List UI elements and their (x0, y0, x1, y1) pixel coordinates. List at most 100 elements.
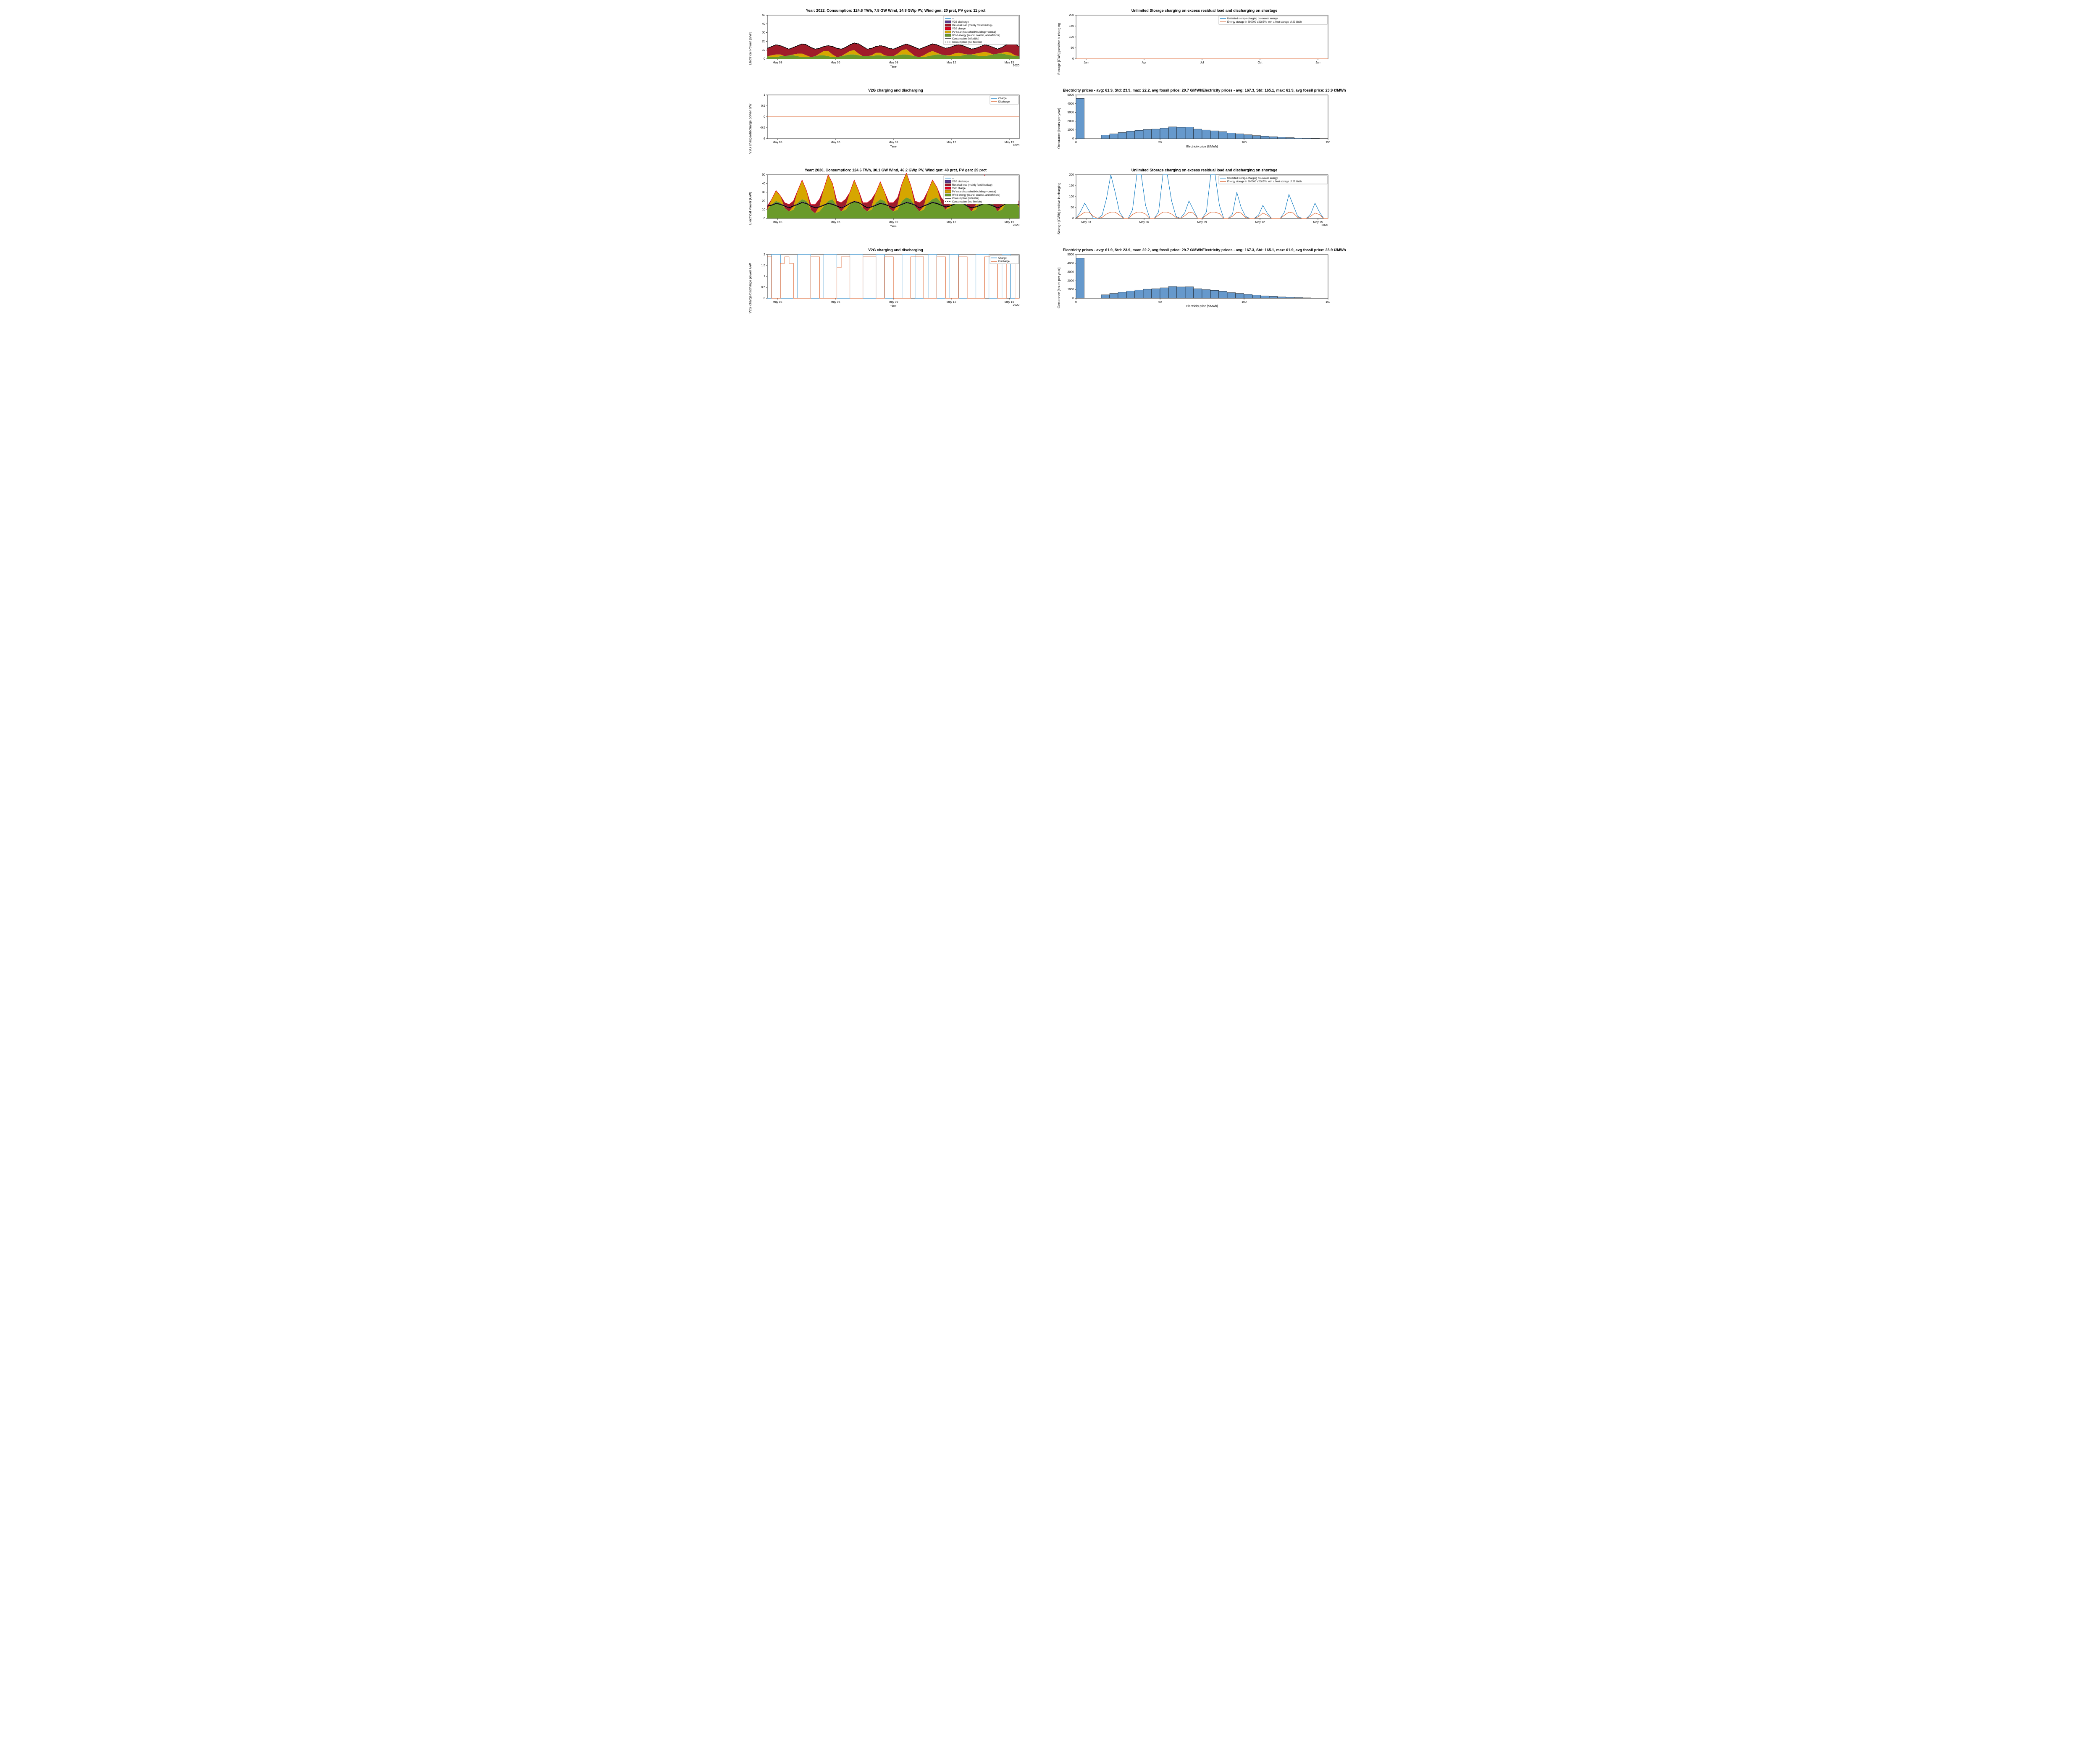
panel-2030-stacked: Year: 2030, Consumption: 124.6 TWh, 30.1… (748, 168, 1044, 244)
svg-text:May 06: May 06 (831, 141, 840, 144)
plot-area: 00.511.52May 03May 06May 09May 12May 15T… (752, 253, 1021, 308)
svg-text:May 12: May 12 (947, 61, 956, 64)
svg-text:4000: 4000 (1067, 262, 1074, 265)
svg-text:100: 100 (1069, 36, 1074, 39)
svg-text:0: 0 (1072, 217, 1074, 220)
svg-text:PV solar (household+buildings+: PV solar (household+buildings+central) (952, 31, 996, 34)
svg-text:Consumption (inflexible): Consumption (inflexible) (952, 38, 979, 40)
svg-text:20: 20 (762, 200, 765, 202)
svg-text:May 15: May 15 (1005, 61, 1014, 64)
chart-title: Year: 2030, Consumption: 124.6 TWh, 30.1… (748, 168, 1044, 172)
svg-text:150: 150 (1326, 141, 1330, 144)
svg-text:0: 0 (1072, 297, 1074, 300)
svg-text:Discharge: Discharge (998, 101, 1010, 103)
panel-price-hist-top: Electricity prices - avg: 61.9, Std: 23.… (1056, 88, 1352, 164)
svg-text:May 09: May 09 (889, 61, 898, 64)
plot-area: 010002000300040005000050100150Electricit… (1061, 93, 1330, 148)
svg-text:50: 50 (1071, 206, 1074, 209)
svg-text:May 15: May 15 (1005, 221, 1014, 224)
svg-text:Time: Time (890, 305, 896, 308)
svg-text:Time: Time (890, 66, 896, 68)
y-axis-label: Storage [GWh] positive is charging (1056, 13, 1061, 84)
svg-text:1000: 1000 (1067, 288, 1074, 291)
svg-text:20: 20 (762, 40, 765, 43)
svg-text:Consumption (incl flexible): Consumption (incl flexible) (952, 201, 982, 203)
svg-text:V2G discharge: V2G discharge (952, 181, 969, 183)
svg-text:10: 10 (762, 49, 765, 52)
svg-text:Energy storage in 880000 V2G E: Energy storage in 880000 V2G EVs with a … (1227, 181, 1302, 183)
svg-text:2000: 2000 (1067, 120, 1074, 123)
svg-text:May 12: May 12 (1255, 221, 1265, 224)
svg-text:May 15: May 15 (1005, 141, 1014, 144)
svg-text:2020: 2020 (1013, 224, 1019, 227)
svg-text:May 06: May 06 (831, 61, 840, 64)
svg-text:-0.5: -0.5 (760, 126, 765, 129)
svg-text:100: 100 (1069, 195, 1074, 198)
svg-text:5000: 5000 (1067, 253, 1074, 256)
chart-title: Unlimited Storage charging on excess res… (1056, 8, 1352, 13)
plot-area: 01020304050May 03May 06May 09May 12May 1… (752, 173, 1021, 228)
svg-text:40: 40 (762, 23, 765, 26)
chart-title: Electricity prices - avg: 61.9, Std: 23.… (1056, 88, 1352, 92)
svg-text:0: 0 (1075, 301, 1077, 304)
svg-text:Wind energy (inland, coastal,: Wind energy (inland, coastal, and offsho… (952, 194, 1000, 197)
svg-text:May 09: May 09 (1197, 221, 1207, 224)
svg-text:Charge: Charge (998, 257, 1007, 260)
svg-text:50: 50 (1071, 47, 1074, 50)
plot-area: 050100150200May 03May 06May 09May 12May … (1061, 173, 1330, 228)
panel-v2g-flat: V2G charging and dischargingV2G charge/d… (748, 88, 1044, 164)
plot-area: 010002000300040005000050100150Electricit… (1061, 253, 1330, 308)
svg-text:1: 1 (764, 275, 765, 278)
svg-text:50: 50 (1158, 141, 1162, 144)
panel-price-hist-bottom: Electricity prices - avg: 61.9, Std: 23.… (1056, 248, 1352, 323)
svg-text:May 09: May 09 (889, 301, 898, 304)
svg-text:May 09: May 09 (889, 141, 898, 144)
svg-text:Electricity price [€/MWh]: Electricity price [€/MWh] (1186, 305, 1218, 308)
svg-text:50: 50 (762, 173, 765, 176)
svg-text:Jul: Jul (1200, 61, 1204, 64)
plot-area: 01020304050May 03May 06May 09May 12May 1… (752, 13, 1021, 68)
svg-text:May 03: May 03 (773, 61, 782, 64)
svg-text:V2G discharge: V2G discharge (952, 21, 969, 24)
svg-text:May 15: May 15 (1005, 301, 1014, 304)
svg-text:3000: 3000 (1067, 271, 1074, 274)
plot-area: -1-0.500.51May 03May 06May 09May 12May 1… (752, 93, 1021, 148)
svg-text:150: 150 (1069, 25, 1074, 28)
y-axis-label: Storage [GWh] positive is charging (1056, 173, 1061, 244)
svg-text:0: 0 (1072, 58, 1074, 60)
svg-text:Consumption (incl flexible): Consumption (incl flexible) (952, 41, 982, 44)
y-axis-label: Occurance [hours per year] (1056, 253, 1061, 323)
svg-text:--: -- (952, 177, 954, 180)
panel-storage-flat: Unlimited Storage charging on excess res… (1056, 8, 1352, 84)
svg-text:2000: 2000 (1067, 279, 1074, 282)
svg-text:0: 0 (1072, 137, 1074, 140)
y-axis-label: Electrical Power [GW] (748, 173, 752, 244)
svg-text:2020: 2020 (1013, 304, 1019, 307)
panel-2022-stacked: Year: 2022, Consumption: 124.6 TWh, 7.8 … (748, 8, 1044, 84)
svg-text:May 03: May 03 (1082, 221, 1091, 224)
svg-text:3000: 3000 (1067, 111, 1074, 114)
svg-text:Time: Time (890, 145, 896, 148)
svg-text:Electricity price [€/MWh]: Electricity price [€/MWh] (1186, 145, 1218, 148)
svg-text:30: 30 (762, 32, 765, 34)
svg-text:Residual load (mainly fossil b: Residual load (mainly fossil backup) (952, 24, 992, 27)
svg-text:Oct: Oct (1258, 61, 1263, 64)
svg-text:May 03: May 03 (773, 221, 782, 224)
y-axis-label: Occurance [hours per year] (1056, 93, 1061, 164)
svg-text:May 12: May 12 (947, 221, 956, 224)
y-axis-label: V2G charge/discharge power GW (748, 253, 752, 323)
svg-text:May 12: May 12 (947, 141, 956, 144)
svg-text:150: 150 (1069, 184, 1074, 187)
svg-text:0.5: 0.5 (761, 105, 765, 108)
svg-text:0: 0 (764, 217, 765, 220)
svg-text:40: 40 (762, 182, 765, 185)
y-axis-label: V2G charge/discharge power GW (748, 93, 752, 164)
svg-text:-1: -1 (763, 137, 765, 140)
svg-text:1000: 1000 (1067, 129, 1074, 131)
svg-text:0: 0 (1075, 141, 1077, 144)
svg-text:May 12: May 12 (947, 301, 956, 304)
svg-text:V2G charge: V2G charge (952, 187, 966, 190)
svg-text:200: 200 (1069, 14, 1074, 17)
svg-text:100: 100 (1242, 141, 1247, 144)
svg-text:May 06: May 06 (831, 301, 840, 304)
